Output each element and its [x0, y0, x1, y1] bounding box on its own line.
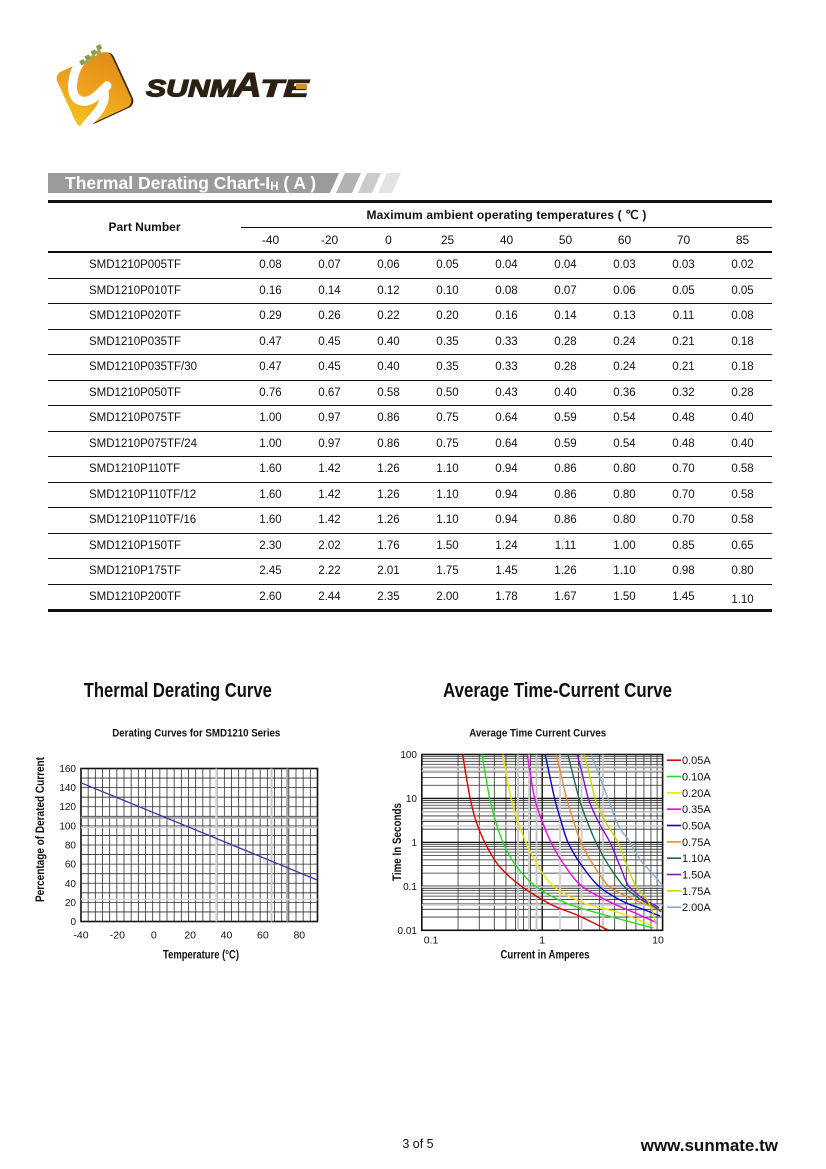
svg-text:0: 0: [151, 930, 157, 942]
svg-text:0.20A: 0.20A: [682, 788, 711, 800]
svg-text:Thermal Derating Curve: Thermal Derating Curve: [84, 680, 272, 702]
svg-text:Thermal Derating Chart-IH ( A: Thermal Derating Chart-IH ( A ): [65, 173, 316, 193]
svg-text:0: 0: [70, 917, 76, 928]
svg-text:0.1: 0.1: [403, 882, 417, 893]
svg-text:1: 1: [539, 935, 545, 947]
svg-text:-20: -20: [110, 930, 125, 942]
svg-text:Percentage of Derated Current: Percentage of Derated Current: [35, 757, 47, 902]
svg-text:160: 160: [59, 764, 76, 775]
svg-text:SUNM: SUNM: [146, 76, 236, 103]
svg-text:Time In Seconds: Time In Seconds: [392, 803, 404, 881]
svg-text:0.1: 0.1: [424, 935, 439, 947]
svg-text:60: 60: [257, 930, 269, 942]
svg-text:0.50A: 0.50A: [682, 821, 711, 833]
svg-text:Derating Curves for SMD1210 Se: Derating Curves for SMD1210 Series: [112, 728, 280, 740]
svg-text:A: A: [232, 67, 261, 105]
svg-text:Temperature (°C): Temperature (°C): [163, 950, 239, 962]
svg-text:120: 120: [59, 802, 76, 813]
svg-text:-40: -40: [73, 930, 88, 942]
svg-text:60: 60: [65, 860, 77, 871]
svg-text:140: 140: [59, 783, 76, 794]
svg-text:1.75A: 1.75A: [682, 886, 711, 898]
svg-text:10: 10: [652, 935, 664, 947]
svg-text:1.10A: 1.10A: [682, 853, 711, 865]
svg-text:80: 80: [293, 930, 305, 942]
svg-text:40: 40: [65, 879, 77, 890]
svg-text:0.10A: 0.10A: [682, 772, 711, 784]
svg-text:80: 80: [65, 841, 77, 852]
svg-text:0.35A: 0.35A: [682, 804, 711, 816]
svg-text:0.01: 0.01: [398, 926, 418, 937]
svg-text:100: 100: [400, 750, 417, 761]
svg-text:40: 40: [221, 930, 233, 942]
svg-text:1: 1: [411, 838, 417, 849]
svg-text:Current in Amperes: Current in Amperes: [501, 950, 590, 962]
svg-text:Average Time-Current Curve: Average Time-Current Curve: [443, 680, 672, 702]
svg-text:1.50A: 1.50A: [682, 870, 711, 882]
svg-text:0.75A: 0.75A: [682, 837, 711, 849]
svg-text:Average Time Current Curves: Average Time Current Curves: [469, 728, 606, 740]
svg-text:20: 20: [65, 898, 77, 909]
svg-text:0.05A: 0.05A: [682, 755, 711, 767]
svg-text:2.00A: 2.00A: [682, 902, 711, 914]
svg-text:20: 20: [184, 930, 196, 942]
svg-text:100: 100: [59, 821, 76, 832]
svg-text:10: 10: [406, 794, 418, 805]
